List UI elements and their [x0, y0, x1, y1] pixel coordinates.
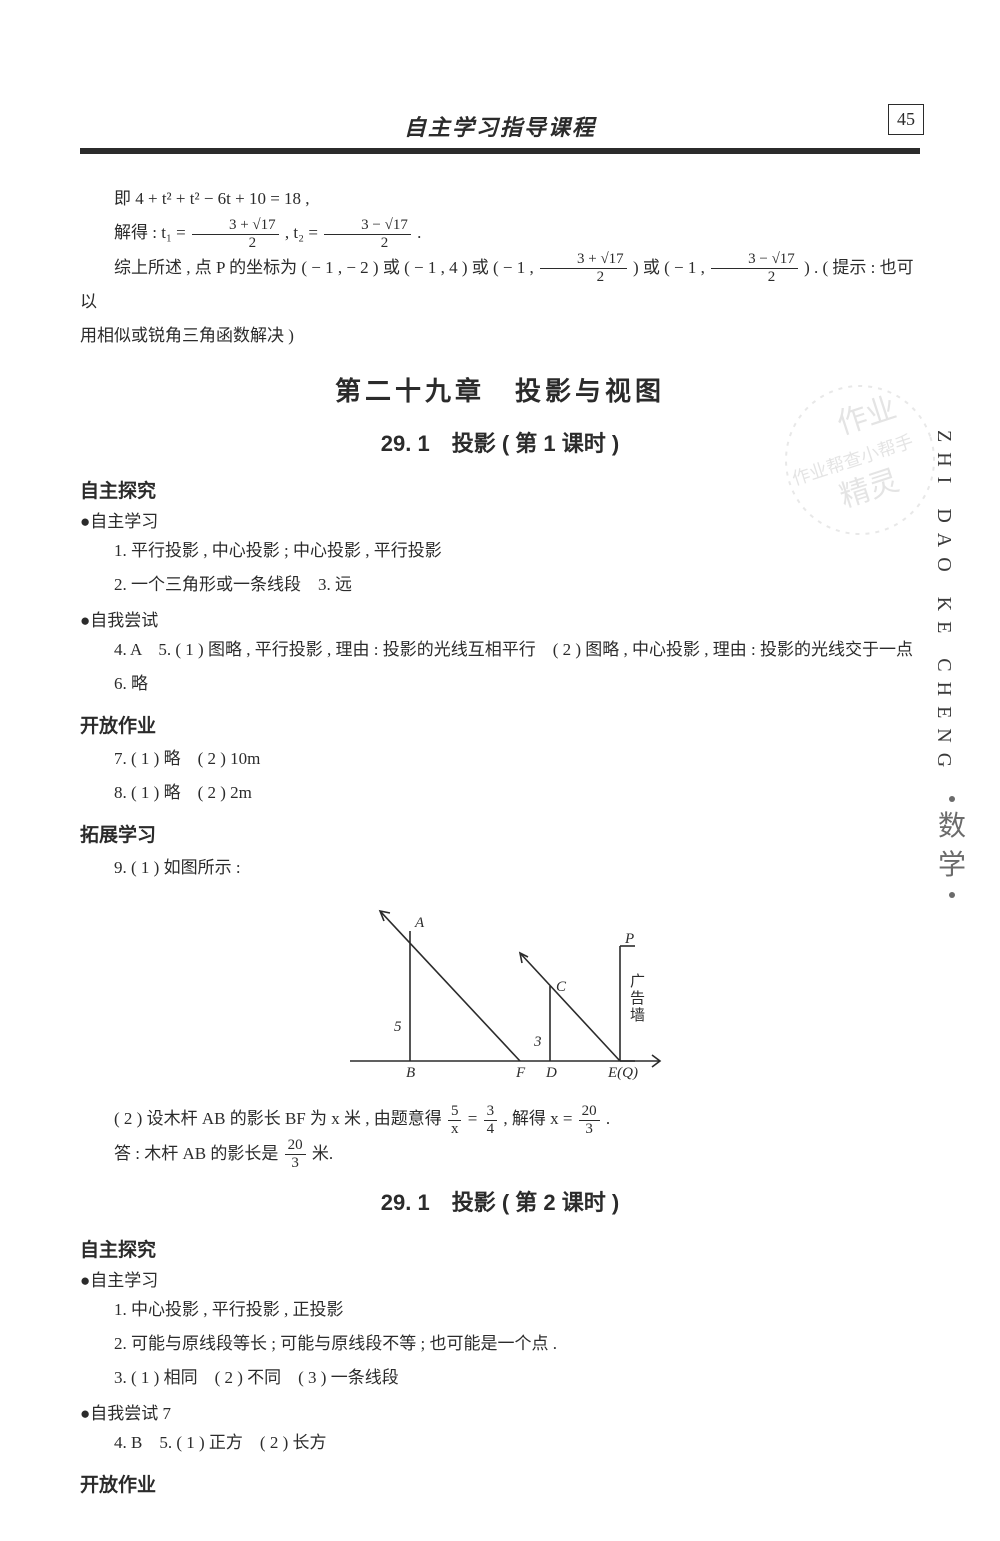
label-C: C [556, 979, 567, 995]
dot-icon [949, 796, 955, 802]
label-wall-1: 广 [630, 973, 645, 990]
page: 自主学习指导课程 45 即 4 + t² + t² − 6t + 10 = 18… [0, 0, 1000, 1541]
side-pinyin: ZHI DAO KE CHENG [932, 430, 955, 777]
p4-frac: 3 − √17 2 [711, 252, 798, 285]
t2-frac: 3 − √17 2 [324, 218, 411, 251]
block-heading: 自主探究 [80, 1235, 920, 1262]
diagram: A P C B F D E(Q) 5 3 广 告 墙 [80, 891, 920, 1096]
answer-line: 7. ( 1 ) 略 ( 2 ) 10m [80, 742, 920, 776]
sub-label: ●自我尝试 [80, 606, 920, 631]
frac-203: 20 3 [579, 1104, 600, 1137]
side-column: ZHI DAO KE CHENG 数 学 [932, 430, 972, 904]
after-diagram-2: 答 : 木杆 AB 的影长是 20 3 米. [80, 1137, 920, 1172]
answer-line: 4. B 5. ( 1 ) 正方 ( 2 ) 长方 [80, 1426, 920, 1460]
answer-line: 2. 可能与原线段等长 ; 可能与原线段不等 ; 也可能是一个点 . [80, 1327, 920, 1361]
block-heading: 自主探究 [80, 476, 920, 503]
label-wall-2: 告 [630, 990, 645, 1007]
answer-line: 1. 中心投影 , 平行投影 , 正投影 [80, 1293, 920, 1327]
block-heading: 开放作业 [80, 1470, 920, 1497]
mid: ) 或 ( − 1 , [633, 258, 705, 277]
label-P: P [624, 931, 634, 947]
block-heading: 拓展学习 [80, 820, 920, 847]
projection-diagram-svg: A P C B F D E(Q) 5 3 广 告 墙 [320, 891, 680, 1091]
answer-line: 4. A 5. ( 1 ) 图略 , 平行投影 , 理由 : 投影的光线互相平行… [80, 633, 920, 701]
frac-203b: 20 3 [285, 1138, 306, 1171]
answer-line: 1. 平行投影 , 中心投影 ; 中心投影 , 平行投影 [80, 534, 920, 568]
intro-summary: 综上所述 , 点 P 的坐标为 ( − 1 , − 2 ) 或 ( − 1 , … [80, 251, 920, 320]
answer-line: 8. ( 1 ) 略 ( 2 ) 2m [80, 776, 920, 810]
chapter-title: 第二十九章 投影与视图 [80, 371, 920, 408]
header-title: 自主学习指导课程 [80, 110, 920, 148]
frac-5x: 5 x [448, 1104, 462, 1137]
label-5: 5 [394, 1019, 402, 1035]
comma: , t₂ = [285, 223, 318, 242]
period: . [417, 223, 421, 242]
intro-solve: 解得 : t₁ = 3 + √17 2 , t₂ = 3 − √17 2 . [80, 216, 920, 251]
t1-frac: 3 + √17 2 [192, 218, 279, 251]
sub-label: ●自主学习 [80, 1266, 920, 1291]
block-heading: 开放作业 [80, 711, 920, 738]
side-cn-2: 学 [932, 846, 972, 885]
sub-label: ●自我尝试 7 [80, 1399, 920, 1424]
summary-prefix: 综上所述 , 点 P 的坐标为 ( − 1 , − 2 ) 或 ( − 1 , … [114, 258, 534, 277]
dot-icon [949, 892, 955, 898]
intro-line1: 即 4 + t² + t² − 6t + 10 = 18 , [80, 182, 920, 216]
answer-line: 9. ( 1 ) 如图所示 : [80, 851, 920, 885]
label-3: 3 [533, 1034, 542, 1050]
after-diagram-1: ( 2 ) 设木杆 AB 的影长 BF 为 x 米 , 由题意得 5 x = 3… [80, 1102, 920, 1137]
page-header: 自主学习指导课程 45 [80, 110, 920, 154]
label-EQ: E(Q) [607, 1065, 638, 1081]
label-wall-3: 墙 [630, 1007, 645, 1024]
intro-summary-2: 用相似或锐角三角函数解决 ) [80, 319, 920, 353]
header-rule [80, 148, 920, 154]
sub-label: ●自主学习 [80, 507, 920, 532]
solve-label: 解得 : t₁ = [114, 223, 186, 242]
section-title-2: 29. 1 投影 ( 第 2 课时 ) [80, 1185, 920, 1217]
answer-line: 3. ( 1 ) 相同 ( 2 ) 不同 ( 3 ) 一条线段 [80, 1361, 920, 1395]
label-D: D [545, 1065, 557, 1081]
label-F: F [515, 1065, 526, 1081]
frac-34: 3 4 [484, 1104, 498, 1137]
answer-line: 2. 一个三角形或一条线段 3. 远 [80, 568, 920, 602]
page-number: 45 [888, 104, 924, 135]
label-A: A [414, 915, 425, 931]
side-cn-1: 数 [932, 807, 972, 846]
section-title-1: 29. 1 投影 ( 第 1 课时 ) [80, 426, 920, 458]
p3-frac: 3 + √17 2 [540, 252, 627, 285]
label-B: B [406, 1065, 415, 1081]
